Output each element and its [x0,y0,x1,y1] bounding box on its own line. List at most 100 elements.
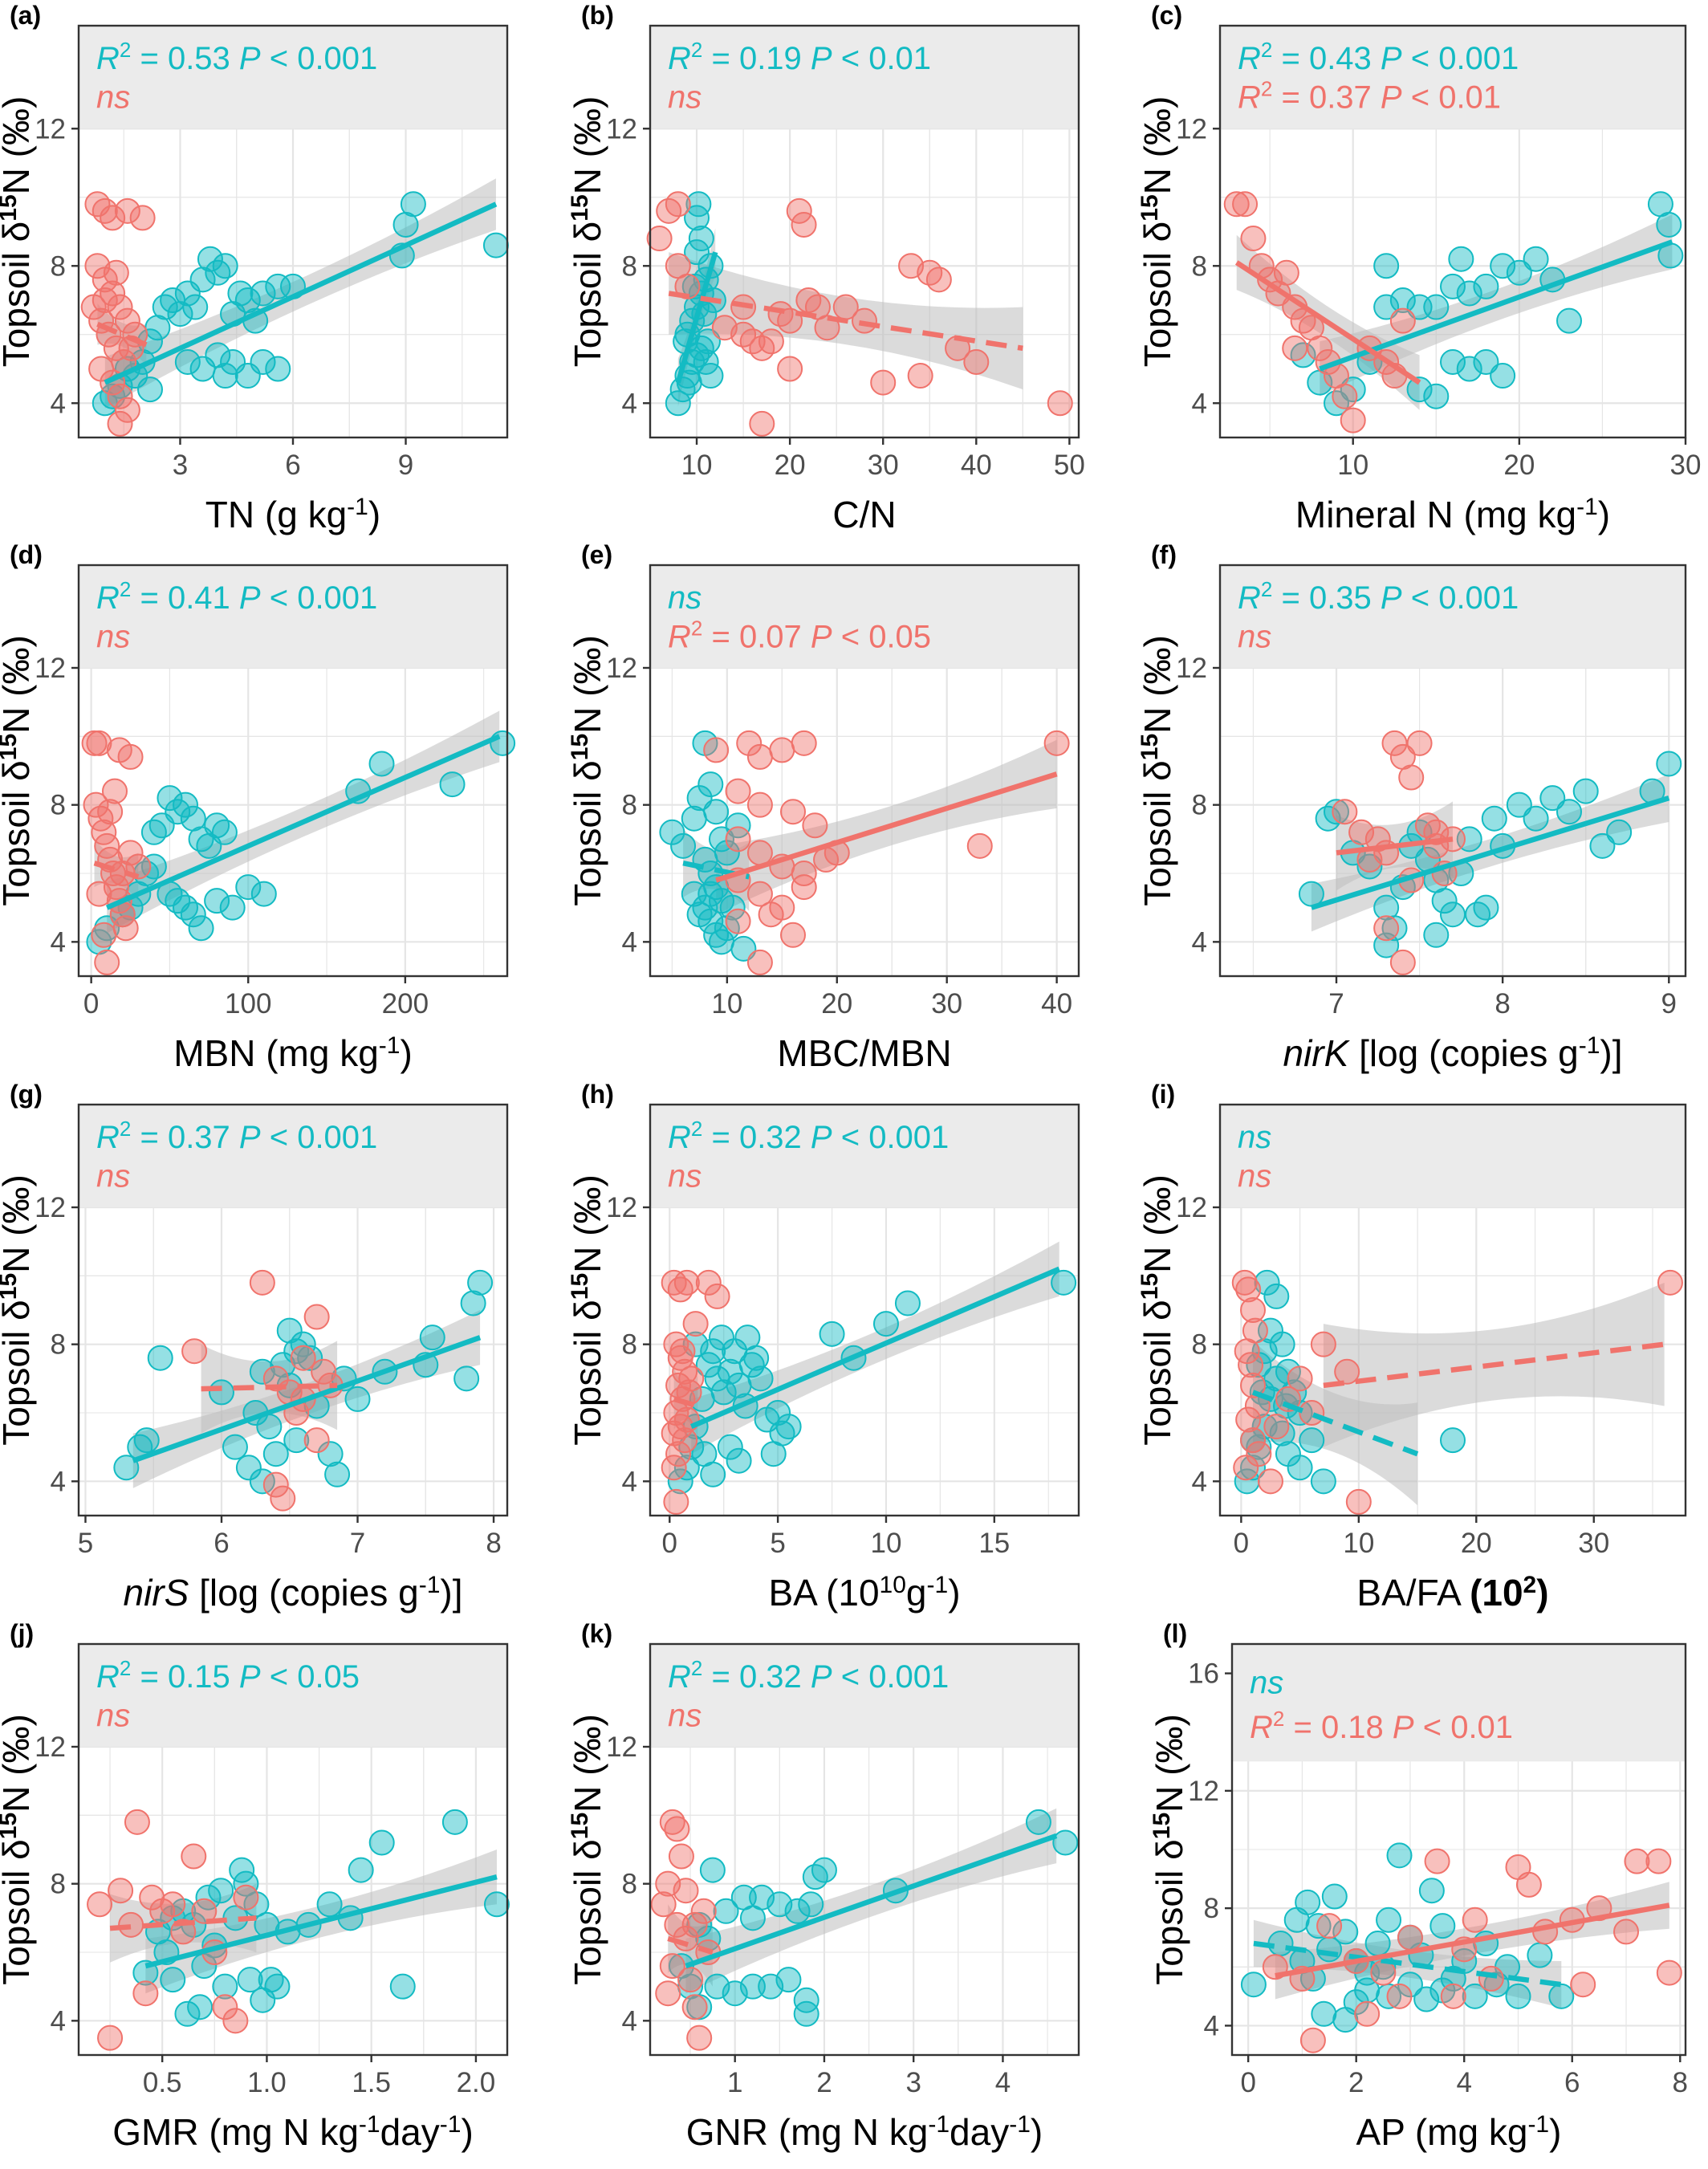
salmon-data-point [1656,1959,1682,1986]
x-tick-label: 20 [821,988,852,1019]
salmon-data-point [1273,259,1299,286]
salmon-data-point [1354,2000,1381,2027]
teal-data-point [1548,1983,1575,2009]
salmon-fit-line [93,861,140,880]
annotation-band [79,26,507,129]
x-tick-label: 1.5 [352,2067,391,2098]
teal-data-point [1373,253,1400,279]
teal-data-point [1389,287,1416,313]
x-axis-title: GMR (mg N kg-1day-1) [112,2111,474,2154]
teal-stat-text: R2 = 0.32 P < 0.001 [668,1656,949,1695]
y-tick-label: 8 [1192,1329,1207,1361]
salmon-data-point [704,1283,730,1309]
salmon-data-point [777,356,803,382]
teal-data-point [250,280,276,307]
teal-fit-line [682,861,750,880]
y-tick-label: 4 [1192,926,1207,958]
x-tick-label: 30 [1578,1528,1609,1559]
salmon-data-point [114,307,140,334]
salmon-data-point [659,1809,685,1835]
x-tick-label: 8 [486,1528,501,1559]
teal-data-point [739,1973,766,2000]
salmon-data-point [664,1911,690,1938]
salmon-data-point [1398,764,1425,791]
teal-data-point [197,246,223,272]
salmon-data-point [129,205,156,231]
salmon-data-point [1257,1468,1283,1495]
salmon-data-point [1240,1297,1267,1323]
salmon-data-point [97,799,124,825]
teal-stat-text: R2 = 0.15 P < 0.05 [96,1656,360,1695]
salmon-data-point [1570,1972,1596,1998]
teal-stat-text: ns [1238,1120,1271,1155]
teal-data-point [1324,390,1349,417]
teal-data-point [276,1317,303,1344]
salmon-data-point [725,778,751,804]
teal-data-point [348,1857,374,1883]
teal-data-point [419,1325,445,1351]
y-tick-label: 4 [51,388,66,419]
teal-data-point [765,1400,791,1426]
salmon-data-point [87,1891,113,1918]
salmon-stat-text: ns [96,80,130,116]
salmon-data-point [780,799,806,825]
salmon-data-point [1406,730,1433,756]
salmon-data-point [677,1967,704,1993]
y-tick-label: 8 [51,1329,66,1361]
y-axis-title: Topsoil δ15N (‰) [0,635,37,906]
salmon-data-point [682,1311,709,1337]
salmon-data-point [1532,1919,1559,1945]
salmon-data-point [791,211,817,238]
salmon-data-point [870,369,897,396]
teal-data-point [1473,273,1499,299]
salmon-data-point [659,1953,685,1980]
y-tick-label: 8 [622,250,637,282]
y-tick-label: 8 [51,250,66,282]
salmon-data-point [646,226,673,252]
salmon-data-point [114,397,140,423]
teal-data-point [368,1829,395,1856]
teal-data-point [784,1898,811,1924]
teal-data-point [1356,853,1383,880]
teal-data-point [165,799,191,825]
x-tick-label: 20 [775,450,806,481]
salmon-data-point [673,1878,699,1904]
salmon-data-point [1397,1924,1423,1951]
teal-data-point [1299,1427,1325,1454]
teal-data-point [819,1321,845,1347]
annotation-band [79,1105,507,1207]
teal-data-point [659,819,685,845]
salmon-data-point [262,1471,289,1498]
teal-data-point [174,348,201,375]
teal-data-point [182,294,209,320]
teal-data-point [811,1857,837,1883]
teal-data-point [793,2000,819,2027]
salmon-data-point [1478,1965,1504,1992]
y-tick-label: 12 [1188,1776,1219,1807]
panel-frame [649,564,1080,978]
teal-data-point [222,1434,248,1460]
salmon-fit-line [109,1915,257,1931]
teal-data-point [209,1379,234,1406]
teal-data-point [482,232,509,258]
teal-data-point [713,1898,739,1924]
salmon-fit-line [667,1935,714,1955]
salmon-fit-line [1323,1341,1665,1389]
teal-data-point [1440,348,1466,375]
y-tick-label: 12 [1176,1192,1207,1223]
salmon-data-point [746,881,773,907]
salmon-stat-text: ns [96,619,130,654]
teal-data-point [235,1455,262,1481]
teal-data-point [490,730,516,756]
y-tick-label: 12 [606,113,637,144]
teal-stat-text: ns [1250,1665,1283,1700]
salmon-data-point [107,410,133,437]
y-tick-label: 8 [622,790,637,821]
x-tick-label: 3 [905,2067,921,2098]
y-tick-label: 12 [606,1192,637,1223]
teal-data-point [173,792,199,818]
x-tick-label: 0 [662,1528,677,1559]
salmon-data-point [681,1911,708,1938]
panel-frame [649,1103,1080,1517]
